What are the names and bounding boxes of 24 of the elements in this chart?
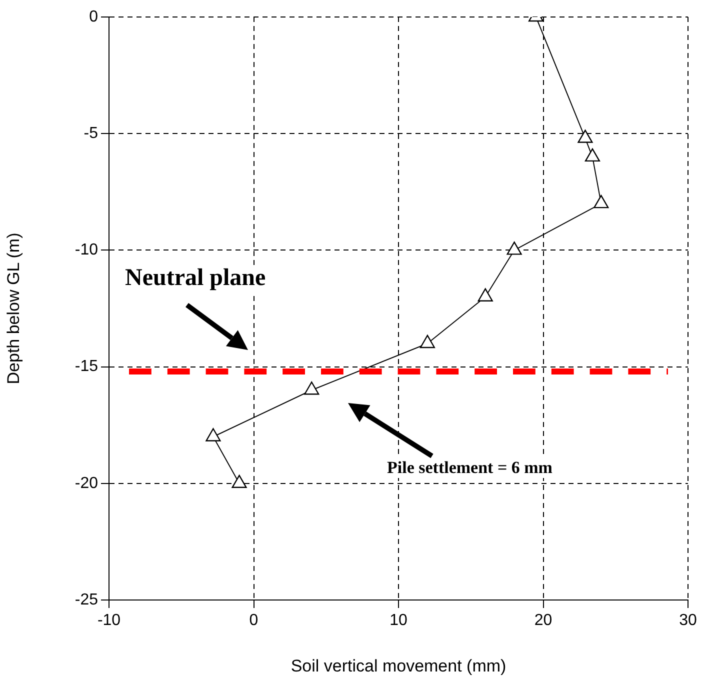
y-tick-label: -25 xyxy=(74,591,98,608)
y-tick-label: -5 xyxy=(84,125,98,142)
point xyxy=(578,130,593,143)
y-tick-label: 0 xyxy=(89,8,98,26)
point xyxy=(304,382,320,395)
point xyxy=(594,194,609,208)
x-tick-label: 20 xyxy=(534,612,552,630)
point xyxy=(232,474,247,488)
y-tick-label: -15 xyxy=(74,358,98,376)
x-tick-label: -10 xyxy=(97,612,121,630)
annotation: Neutral plane xyxy=(123,265,268,293)
annotation: Pile settlement = 6 mm xyxy=(385,458,554,478)
x-tick-label: 30 xyxy=(679,612,697,630)
x-tick-label: 0 xyxy=(249,612,258,630)
point xyxy=(584,148,600,162)
point xyxy=(506,242,522,255)
y-axis-title: Depth below GL (m) xyxy=(4,232,23,384)
point xyxy=(478,288,493,302)
point xyxy=(206,428,221,442)
y-tick-label: -20 xyxy=(74,474,98,492)
x-axis-title: Soil vertical movement (mm) xyxy=(290,656,506,676)
x-tick-label: 10 xyxy=(390,612,408,630)
point xyxy=(420,334,435,348)
y-tick-label: -10 xyxy=(74,242,98,259)
